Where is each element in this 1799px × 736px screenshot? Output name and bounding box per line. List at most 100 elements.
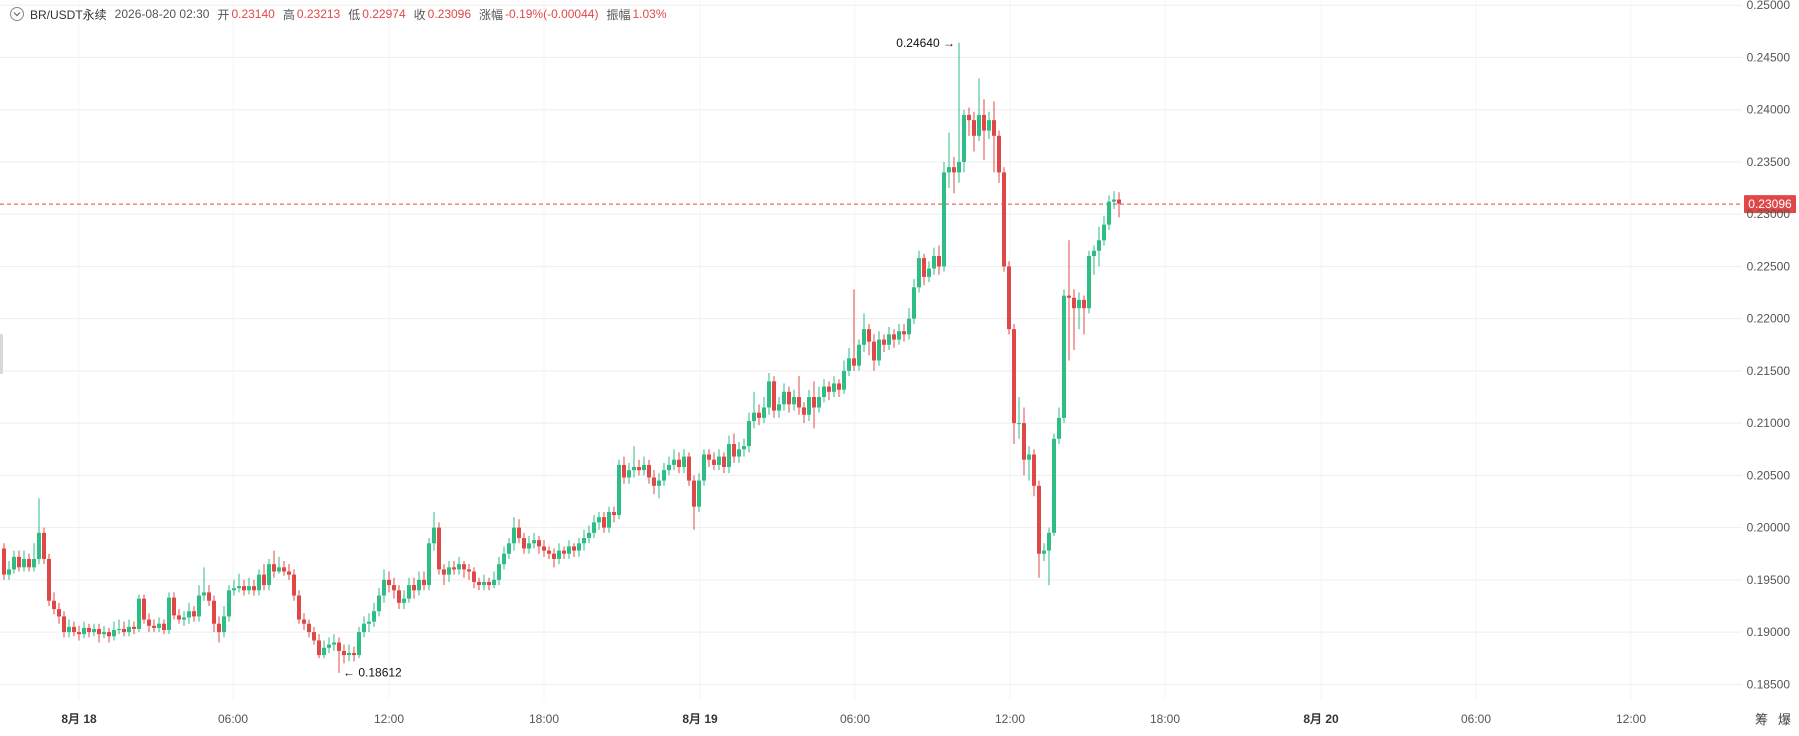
candle-up: [957, 42, 961, 183]
candle-body: [882, 339, 886, 345]
candle-down: [392, 577, 396, 599]
candle-body: [147, 619, 151, 626]
candle-body: [1002, 172, 1006, 267]
candle-down: [552, 548, 556, 568]
candle-up: [157, 617, 161, 633]
candle-body: [1007, 266, 1011, 330]
candle-up: [362, 616, 366, 638]
candle-body: [937, 255, 941, 267]
candle-body: [652, 477, 656, 486]
candle-up: [1042, 543, 1046, 562]
candle-up: [752, 391, 756, 429]
candle-up: [942, 161, 946, 272]
resize-handle[interactable]: [0, 334, 3, 374]
candle-body: [572, 546, 576, 551]
candle-down: [572, 543, 576, 557]
candle-up: [682, 449, 686, 474]
chevron-down-icon[interactable]: [10, 7, 24, 21]
candle-body: [742, 446, 746, 450]
candle-down: [472, 567, 476, 589]
candle-body: [487, 581, 491, 586]
candle-body: [637, 467, 641, 471]
candle-down: [902, 323, 906, 342]
candle-down: [287, 564, 291, 580]
candle-up: [102, 625, 106, 639]
candle-body: [922, 258, 926, 277]
symbol-label[interactable]: BR/USDT永续: [30, 7, 107, 22]
change-label: 涨幅: [479, 7, 504, 22]
candle-up: [1062, 289, 1066, 424]
candle-up: [527, 535, 531, 554]
candle-up: [577, 538, 581, 557]
candle-body: [1012, 329, 1016, 424]
candle-body: [212, 600, 216, 624]
y-tick-label: 0.24000: [1747, 103, 1791, 117]
candle-down: [952, 156, 956, 194]
candle-body: [1022, 423, 1026, 460]
candle-down: [337, 637, 341, 673]
x-tick-label: 06:00: [218, 712, 248, 726]
candle-body: [97, 628, 101, 635]
chip-distribution-button[interactable]: 筹: [1754, 712, 1768, 727]
candle-body: [617, 464, 621, 516]
open-label: 开: [217, 7, 230, 22]
candle-body: [22, 558, 26, 568]
candle-down: [622, 456, 626, 484]
candle-up: [322, 640, 326, 659]
liquidation-button[interactable]: 爆: [1777, 712, 1791, 727]
candle-body: [1097, 240, 1101, 251]
candle-body: [447, 567, 451, 575]
candle-body: [677, 459, 681, 468]
candle-down: [1037, 480, 1041, 578]
candle-body: [307, 623, 311, 633]
candle-body: [687, 456, 691, 481]
candle-up: [597, 511, 601, 530]
candle-down: [47, 553, 51, 606]
candle-body: [192, 611, 196, 617]
candle-down: [922, 253, 926, 286]
candle-body: [17, 556, 21, 568]
candle-down: [707, 449, 711, 468]
candle-down: [1012, 323, 1016, 445]
candle-body: [567, 546, 571, 554]
candle-up: [947, 132, 951, 189]
candle-down: [312, 626, 316, 645]
candle-down: [1117, 192, 1121, 218]
candle-down: [42, 527, 46, 565]
candle-body: [527, 543, 531, 549]
candle-body: [42, 532, 46, 559]
candle-body: [612, 511, 616, 516]
candle-down: [602, 511, 606, 533]
candle-down: [812, 381, 816, 429]
high-value: 0.23213: [296, 7, 341, 21]
candle-up: [372, 602, 376, 627]
candle-body: [292, 574, 296, 596]
candle-body: [957, 161, 961, 173]
candle-body: [372, 611, 376, 622]
candle-up: [917, 250, 921, 293]
candle-body: [727, 444, 731, 468]
candle-body: [592, 522, 596, 533]
candle-up: [197, 585, 201, 622]
candle-up: [67, 619, 71, 638]
candle-up: [427, 538, 431, 591]
candle-down: [652, 470, 656, 495]
candle-body: [1087, 255, 1091, 309]
candle-body: [317, 640, 321, 656]
candle-body: [667, 464, 671, 471]
candle-down: [57, 602, 61, 624]
candle-up: [277, 556, 281, 574]
candle-body: [737, 449, 741, 457]
candle-body: [757, 412, 761, 418]
candle-body: [62, 616, 66, 633]
datetime-label: 2026-08-20 02:30: [114, 7, 210, 21]
candle-down: [562, 546, 566, 559]
candle-down: [537, 535, 541, 554]
candle-body: [467, 569, 471, 572]
x-tick-label: 8月 20: [1303, 712, 1339, 726]
candle-up: [862, 313, 866, 353]
candle-body: [777, 404, 781, 411]
candle-up: [1057, 407, 1061, 445]
